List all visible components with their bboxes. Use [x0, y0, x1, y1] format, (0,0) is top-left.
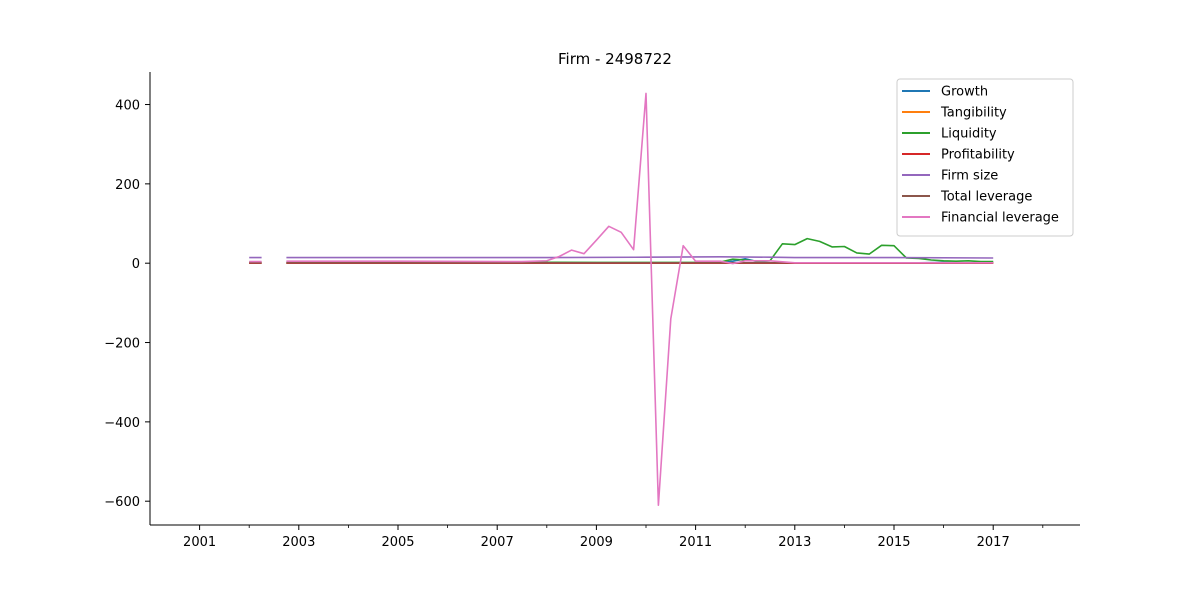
legend-label: Growth	[941, 85, 988, 100]
legend-label: Profitability	[941, 148, 1015, 163]
chart-title: Firm - 2498722	[558, 50, 672, 68]
y-tick-label: −200	[104, 337, 140, 352]
legend-label: Tangibility	[940, 106, 1007, 121]
x-tick-label: 2017	[977, 535, 1010, 550]
legend-label: Financial leverage	[941, 211, 1059, 226]
y-tick-label: 200	[115, 178, 140, 193]
legend: Growth Tangibility Liquidity Profitability F…	[896, 78, 1074, 237]
x-tick-label: 2015	[877, 535, 910, 550]
x-tick-label: 2011	[679, 535, 712, 550]
axes: 2001 2003 2005 2007 2009 2011 2013 2015 2017 400 2…	[104, 72, 1080, 550]
legend-label: Firm size	[941, 169, 998, 184]
x-tick-label: 2013	[778, 535, 811, 550]
series-lines	[249, 92, 994, 506]
x-tick-label: 2007	[481, 535, 514, 550]
series-line-liquidity	[249, 237, 994, 264]
series-line-firm-size	[249, 256, 994, 259]
y-tick-label: 400	[115, 99, 140, 114]
y-tick-label: 0	[132, 257, 140, 272]
x-tick-label: 2009	[580, 535, 613, 550]
legend-box	[896, 78, 1074, 237]
x-tick-label: 2003	[282, 535, 315, 550]
y-tick-label: −600	[104, 495, 140, 510]
y-tick-label: −400	[104, 416, 140, 431]
x-tick-label: 2005	[381, 535, 414, 550]
legend-label: Total leverage	[940, 190, 1032, 205]
legend-label: Liquidity	[941, 127, 997, 142]
series-line-financial-leverage	[249, 92, 994, 506]
x-tick-label: 2001	[183, 535, 216, 550]
